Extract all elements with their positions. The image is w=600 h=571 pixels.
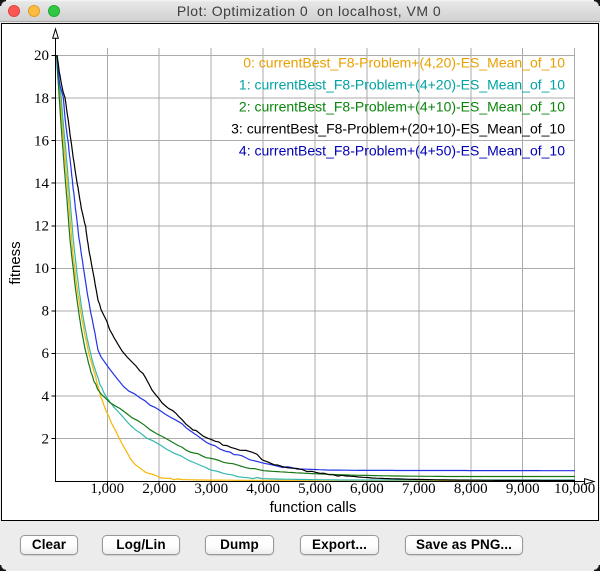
svg-text:6,000: 6,000 xyxy=(350,481,384,497)
svg-text:8: 8 xyxy=(42,304,50,320)
svg-text:5,000: 5,000 xyxy=(298,481,332,497)
svg-text:3,000: 3,000 xyxy=(194,481,228,497)
svg-text:2: 2 xyxy=(42,431,50,447)
svg-text:9,000: 9,000 xyxy=(506,481,540,497)
svg-text:18: 18 xyxy=(34,91,49,107)
svg-text:10,000: 10,000 xyxy=(554,481,595,497)
svg-text:8,000: 8,000 xyxy=(454,481,488,497)
svg-text:3: currentBest_F8-Problem+(20+: 3: currentBest_F8-Problem+(20+10)-ES_Mea… xyxy=(231,121,565,137)
svg-text:2: currentBest_F8-Problem+(4+1: 2: currentBest_F8-Problem+(4+10)-ES_Mean… xyxy=(239,99,565,115)
svg-text:14: 14 xyxy=(34,176,50,192)
svg-text:10: 10 xyxy=(34,261,49,277)
svg-text:4: 4 xyxy=(42,389,50,405)
svg-text:12: 12 xyxy=(34,219,49,235)
svg-text:0: currentBest_F8-Problem+(4,2: 0: currentBest_F8-Problem+(4,20)-ES_Mean… xyxy=(243,55,565,71)
svg-text:1: currentBest_F8-Problem+(4+2: 1: currentBest_F8-Problem+(4+20)-ES_Mean… xyxy=(239,77,565,93)
svg-text:16: 16 xyxy=(34,133,50,149)
svg-text:function calls: function calls xyxy=(270,499,357,516)
svg-text:4: currentBest_F8-Problem+(4+5: 4: currentBest_F8-Problem+(4+50)-ES_Mean… xyxy=(239,143,565,159)
svg-text:1,000: 1,000 xyxy=(90,481,124,497)
svg-text:4,000: 4,000 xyxy=(246,481,280,497)
svg-text:7,000: 7,000 xyxy=(402,481,436,497)
svg-text:fitness: fitness xyxy=(7,241,24,284)
svg-text:2,000: 2,000 xyxy=(142,481,176,497)
svg-text:20: 20 xyxy=(34,48,49,64)
svg-text:6: 6 xyxy=(42,346,50,362)
